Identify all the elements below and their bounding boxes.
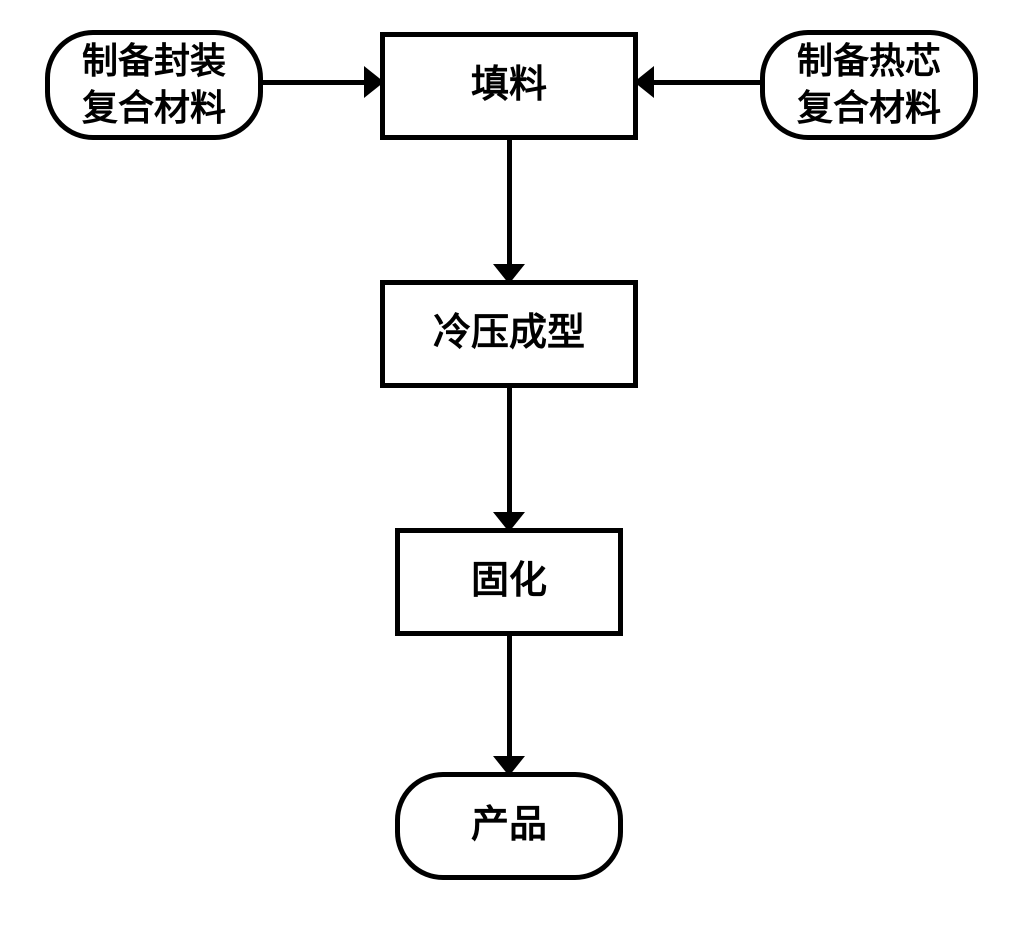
edge-step3-to-output-line xyxy=(507,636,512,756)
node-step1: 填料 xyxy=(380,32,638,140)
node-input-right-label: 制备热芯 复合材料 xyxy=(797,38,941,132)
edge-step1-to-step2-line xyxy=(507,140,512,264)
edge-step3-to-output-head xyxy=(493,756,525,776)
node-output-label: 产品 xyxy=(471,801,547,850)
node-input-left: 制备封装 复合材料 xyxy=(45,30,263,140)
edge-left-to-step1-head xyxy=(364,66,384,98)
edge-step2-to-step3-line xyxy=(507,388,512,512)
edge-step2-to-step3-head xyxy=(493,512,525,532)
edge-right-to-step1-head xyxy=(634,66,654,98)
node-output: 产品 xyxy=(395,772,623,880)
node-step2-label: 冷压成型 xyxy=(433,309,585,358)
edge-step1-to-step2-head xyxy=(493,264,525,284)
node-step3-label: 固化 xyxy=(471,557,547,606)
node-step2: 冷压成型 xyxy=(380,280,638,388)
edge-left-to-step1-line xyxy=(263,80,364,85)
node-input-left-label: 制备封装 复合材料 xyxy=(82,38,226,132)
node-step3: 固化 xyxy=(395,528,623,636)
node-input-right: 制备热芯 复合材料 xyxy=(760,30,978,140)
edge-right-to-step1-line xyxy=(654,80,760,85)
node-step1-label: 填料 xyxy=(471,61,547,110)
